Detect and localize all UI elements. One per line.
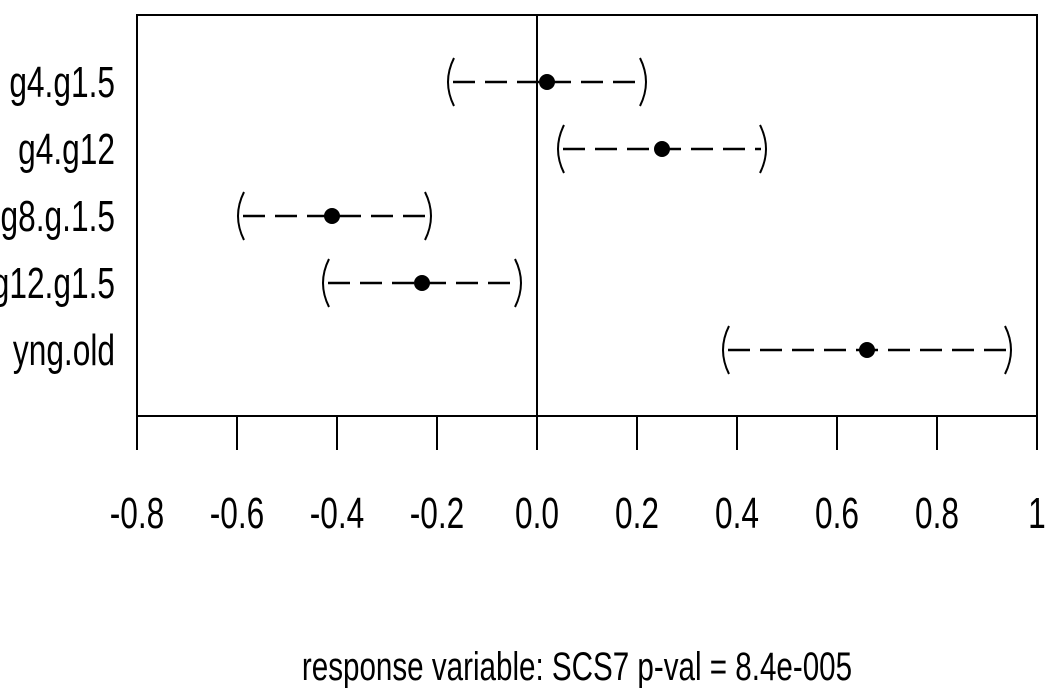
- interval-upper-bracket: [759, 124, 767, 174]
- estimate-point: [859, 342, 875, 358]
- x-tick-label: 0.4: [715, 489, 759, 538]
- x-axis: -0.8 -0.6 -0.4 -0.2 0.0 0.2 0.4 0.6 0.8 1: [110, 416, 1046, 538]
- estimate-point: [324, 208, 340, 224]
- estimate-point: [654, 141, 670, 157]
- interval-lower-bracket: [722, 325, 730, 375]
- x-tick-label: -0.6: [210, 489, 265, 538]
- interval-series: [237, 57, 1012, 375]
- interval-upper-bracket: [1004, 325, 1012, 375]
- x-tick-label: 1: [1028, 489, 1046, 538]
- x-tick-label: 0.6: [815, 489, 859, 538]
- interval-lower-bracket: [557, 124, 565, 174]
- x-tick-label: -0.4: [310, 489, 365, 538]
- estimate-point: [414, 275, 430, 291]
- x-tick-label: 0.8: [915, 489, 959, 538]
- interval-upper-bracket: [514, 258, 522, 308]
- plot-frame: [136, 14, 1038, 417]
- interval-lower-bracket: [322, 258, 330, 308]
- estimate-point: [539, 74, 555, 90]
- x-tick-label: -0.2: [410, 489, 465, 538]
- x-axis-title: response variable: SCS7 p-val = 8.4e-005: [302, 645, 852, 688]
- interval-lower-bracket: [237, 191, 245, 241]
- y-tick-label: g4.g12: [18, 125, 115, 174]
- y-tick-label: g12.g1.5: [0, 259, 115, 308]
- interval-upper-bracket: [639, 57, 647, 107]
- interval-lower-bracket: [447, 57, 455, 107]
- x-tick-label: -0.8: [110, 489, 165, 538]
- y-tick-label: g8.g.1.5: [1, 192, 115, 241]
- interval-upper-bracket: [424, 191, 432, 241]
- y-axis-labels: g4.g1.5 g4.g12 g8.g.1.5 g12.g1.5 yng.old: [0, 58, 115, 375]
- x-tick-label: 0.0: [515, 489, 559, 538]
- y-tick-label: yng.old: [13, 326, 115, 375]
- y-tick-label: g4.g1.5: [9, 58, 115, 107]
- x-tick-label: 0.2: [615, 489, 659, 538]
